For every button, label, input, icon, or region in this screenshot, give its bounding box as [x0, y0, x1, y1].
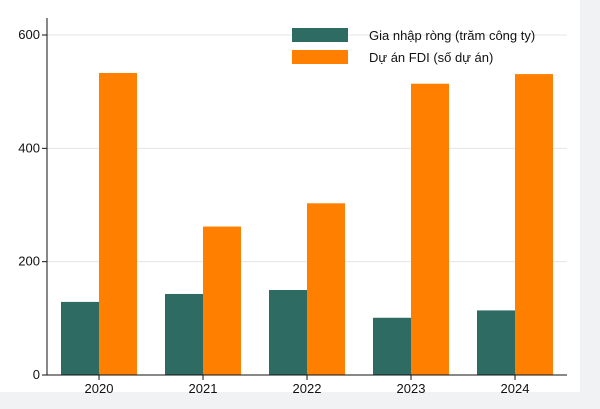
legend-swatch: [292, 28, 348, 42]
bars-layer: [61, 72, 553, 375]
bar-net-entry-2020: [61, 301, 99, 375]
axis-layer: 0 200 400 600 2020 2021 2022 2023 2024: [18, 18, 567, 396]
bar-net-entry-2024: [477, 310, 515, 375]
bar-fdi-projects-2022: [307, 203, 345, 375]
bar-fdi-projects-2020: [99, 72, 137, 375]
bar-fdi-projects-2023: [411, 83, 449, 375]
x-tick-label: 2021: [189, 381, 218, 396]
legend-label: Dự án FDI (số dự án): [369, 50, 493, 65]
x-tick-label: 2023: [397, 381, 426, 396]
bar-fdi-projects-2021: [203, 226, 241, 375]
y-tick-label: 0: [33, 367, 40, 382]
bar-net-entry-2023: [373, 317, 411, 375]
y-tick-label: 200: [18, 254, 40, 269]
x-tick-label: 2024: [501, 381, 530, 396]
y-tick-label: 600: [18, 27, 40, 42]
bar-net-entry-2022: [269, 290, 307, 375]
y-tick-label: 400: [18, 140, 40, 155]
legend: Gia nhập ròng (trăm công ty) Dự án FDI (s…: [292, 28, 535, 65]
bar-fdi-projects-2024: [515, 74, 553, 375]
bar-net-entry-2021: [165, 293, 203, 375]
x-tick-label: 2022: [293, 381, 322, 396]
x-tick-label: 2020: [85, 381, 114, 396]
legend-label: Gia nhập ròng (trăm công ty): [369, 28, 535, 43]
legend-swatch: [292, 50, 348, 64]
